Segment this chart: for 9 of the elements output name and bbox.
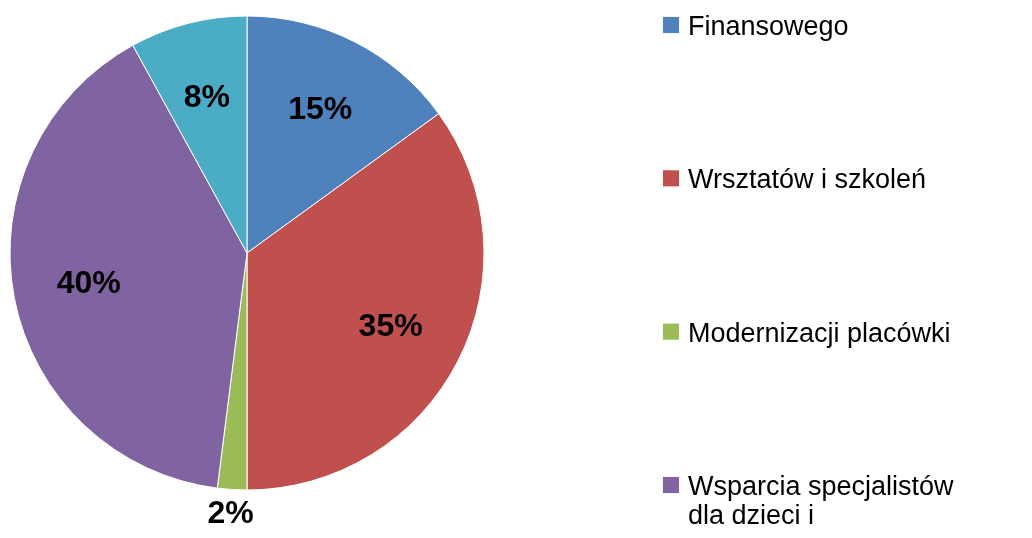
legend-label: Modernizacji placówki bbox=[688, 317, 951, 348]
data-label: 8% bbox=[183, 77, 231, 114]
legend-label: Wrsztatów i szkoleń bbox=[688, 164, 927, 195]
data-label: 35% bbox=[358, 307, 423, 344]
data-label: 2% bbox=[207, 494, 254, 531]
data-label: 40% bbox=[56, 264, 121, 301]
data-label: 15% bbox=[288, 90, 353, 127]
legend-label: Wsparcia specjalistów dla dzieci i bbox=[688, 471, 955, 530]
legend-label: Finansowego bbox=[688, 11, 849, 41]
